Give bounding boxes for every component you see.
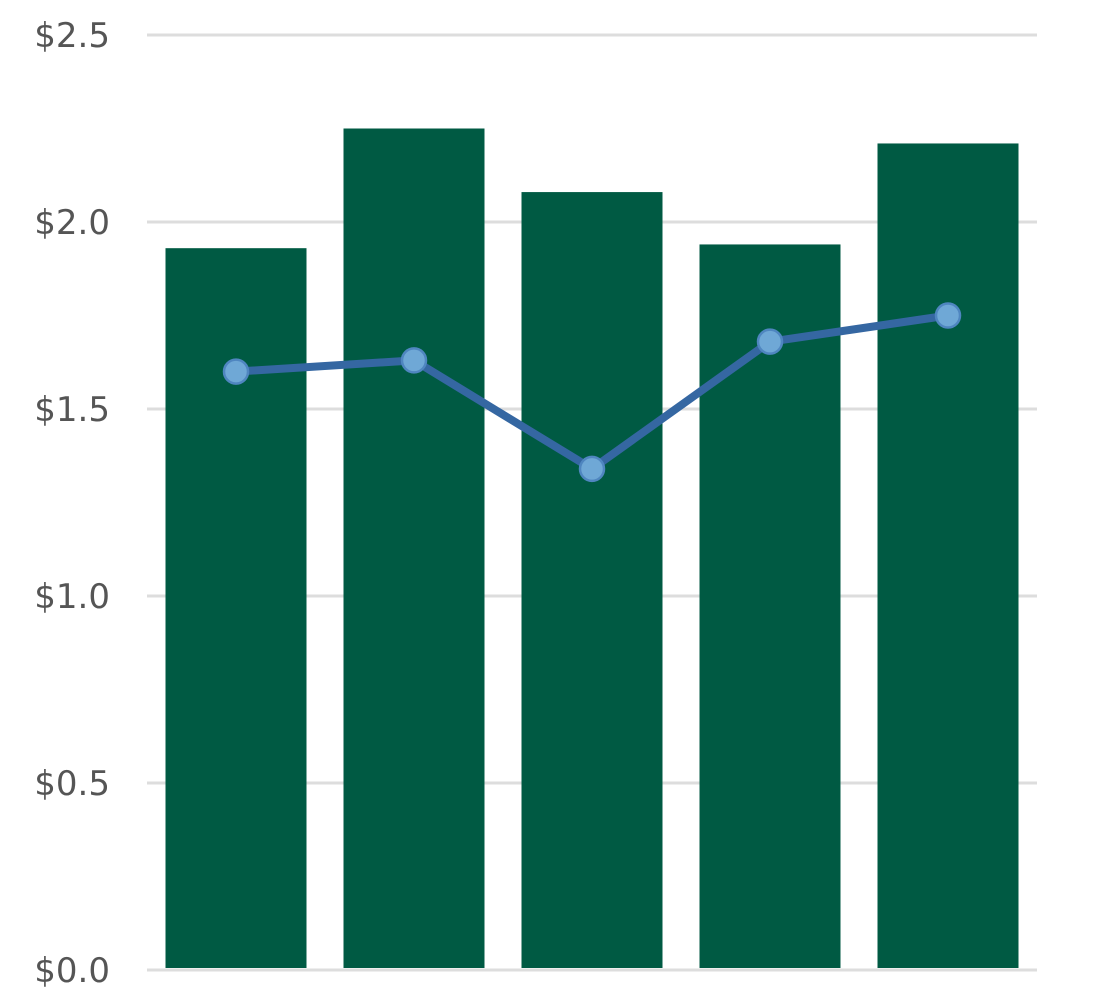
line-point [756, 328, 784, 355]
y-tick-label: $0.5 [34, 764, 110, 804]
bar [343, 128, 485, 968]
y-tick-label: $2.5 [34, 16, 110, 56]
line-point [400, 347, 428, 374]
bar [699, 244, 841, 968]
bar [877, 143, 1019, 968]
y-axis-ticks: $0.0 $0.5 $1.0 $1.5 $2.0 $2.5 [34, 16, 110, 991]
y-tick-label: $1.5 [34, 390, 110, 430]
line-point [934, 302, 962, 329]
y-tick-label: $1.0 [34, 577, 110, 617]
line-point [578, 455, 606, 483]
y-tick-label: $0.0 [34, 951, 110, 991]
bars [165, 128, 1019, 968]
line-series [222, 302, 962, 483]
y-tick-label: $2.0 [34, 203, 110, 243]
bar [165, 248, 307, 968]
line-point [222, 358, 250, 385]
bar [521, 192, 663, 968]
